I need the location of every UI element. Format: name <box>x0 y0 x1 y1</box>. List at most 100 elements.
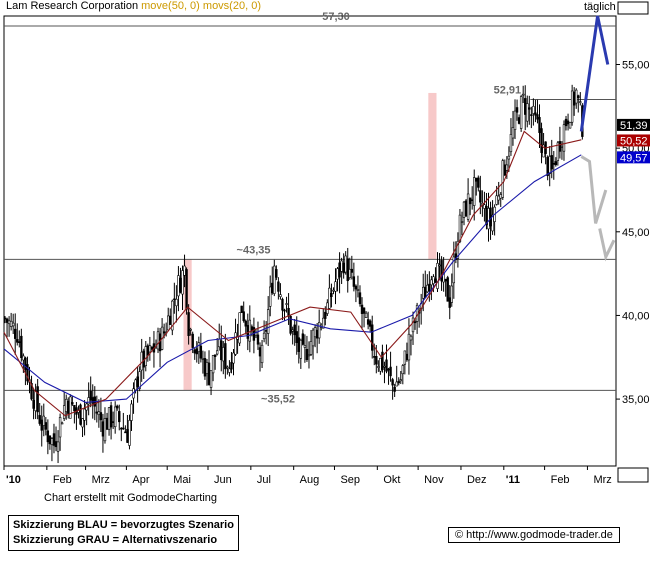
chart-title: Lam Research Corporation <box>6 0 139 12</box>
candle-body <box>138 371 141 389</box>
candle-body <box>205 362 209 374</box>
candle-body <box>497 195 500 201</box>
candle-body <box>428 283 431 292</box>
candle-body <box>240 305 243 313</box>
candle-body <box>258 347 262 357</box>
candle-body <box>9 320 13 327</box>
candle-body <box>46 430 50 443</box>
candle-body <box>444 278 447 282</box>
candle-body <box>317 322 321 339</box>
candle-body <box>50 438 54 445</box>
candle-body <box>303 345 307 348</box>
candle-body <box>572 91 576 106</box>
candle-body <box>540 128 543 153</box>
period-label[interactable]: täglich <box>584 1 616 13</box>
candle-body <box>207 362 211 385</box>
candle-body <box>81 418 84 428</box>
highlight-band <box>428 92 437 260</box>
candle-body <box>458 214 462 243</box>
candle-body <box>69 396 72 419</box>
candle-body <box>248 319 252 342</box>
candle-body <box>199 345 203 359</box>
candle-body <box>260 344 264 364</box>
source-link[interactable]: © http://www.godmode-trader.de <box>448 527 620 543</box>
candle-body <box>264 330 268 332</box>
scenario-legend: Skizzierung BLAU = bevorzugtes Szenario … <box>8 515 239 551</box>
candle-body <box>122 427 125 430</box>
candle-body <box>99 412 103 421</box>
candle-body <box>495 195 498 205</box>
candle-body <box>324 311 327 319</box>
candle-body <box>475 177 478 182</box>
price-tag-box <box>617 134 650 147</box>
candle-body <box>479 190 482 203</box>
candle-body <box>73 404 76 412</box>
candle-body <box>113 406 117 428</box>
candle-body <box>342 262 345 274</box>
price-chart[interactable]: 57,3052,91~43,35~35,5255,0050,0045,0040,… <box>0 0 650 490</box>
candle-body <box>434 278 437 283</box>
candle-body <box>330 293 333 297</box>
candle-body <box>405 353 409 361</box>
candle-body <box>371 324 374 351</box>
candle-body <box>558 141 562 152</box>
candle-body <box>491 214 494 232</box>
candle-body <box>183 265 186 276</box>
scroll-bottom-button[interactable] <box>617 467 649 483</box>
candle-body <box>505 164 509 171</box>
candle-body <box>350 268 354 273</box>
candle-body <box>526 103 529 122</box>
candle-body <box>87 397 90 405</box>
candle-body <box>209 370 213 388</box>
legend-blue: Skizzierung BLAU = bevorzugtes Szenario <box>13 519 234 531</box>
candle-body <box>269 286 272 307</box>
ma-label-50: move(50, 0) <box>141 0 200 12</box>
candle-body <box>503 164 507 176</box>
candle-body <box>169 315 172 325</box>
x-tick-label: Mai <box>173 474 191 486</box>
candle-body <box>126 428 129 443</box>
candle-body <box>393 386 396 392</box>
candle-body <box>422 286 425 299</box>
candle-body <box>105 417 109 430</box>
plot-frame <box>3 15 617 467</box>
price-tag-label: 49,57 <box>620 152 648 164</box>
candle-body <box>340 260 343 272</box>
candle-body <box>521 93 525 96</box>
candle-body <box>315 329 319 339</box>
source-url[interactable]: http://www.godmode-trader.de <box>466 529 613 541</box>
candle-body <box>156 331 160 350</box>
candle-body <box>26 364 29 382</box>
candle-body <box>256 334 260 345</box>
candle-body <box>299 339 303 359</box>
candle-body <box>58 417 62 438</box>
candle-body <box>548 156 551 175</box>
candle-body <box>11 322 15 327</box>
candle-body <box>54 441 58 448</box>
candle-body <box>14 328 17 339</box>
candle-body <box>140 351 143 371</box>
candle-body <box>528 107 531 110</box>
scenario-gray-line <box>580 155 608 224</box>
x-tick-label: Aug <box>300 474 320 486</box>
candle-body <box>36 386 39 413</box>
candle-body <box>354 285 358 290</box>
candle-body <box>203 358 207 377</box>
candle-body <box>150 346 154 350</box>
candle-body <box>195 348 198 355</box>
candle-body <box>130 403 133 421</box>
candle-body <box>348 268 351 278</box>
candle-body <box>7 320 11 325</box>
candle-body <box>136 376 139 387</box>
candle-body <box>440 260 443 282</box>
x-tick-label: Okt <box>383 474 400 486</box>
scroll-top-button[interactable] <box>617 1 649 15</box>
candle-body <box>336 268 339 280</box>
candle-body <box>52 433 56 446</box>
candle-body <box>179 277 182 293</box>
x-tick-label: Feb <box>551 474 570 486</box>
candle-body <box>332 289 335 292</box>
candle-body <box>226 366 229 369</box>
candle-body <box>244 320 247 327</box>
candle-body <box>34 390 37 412</box>
